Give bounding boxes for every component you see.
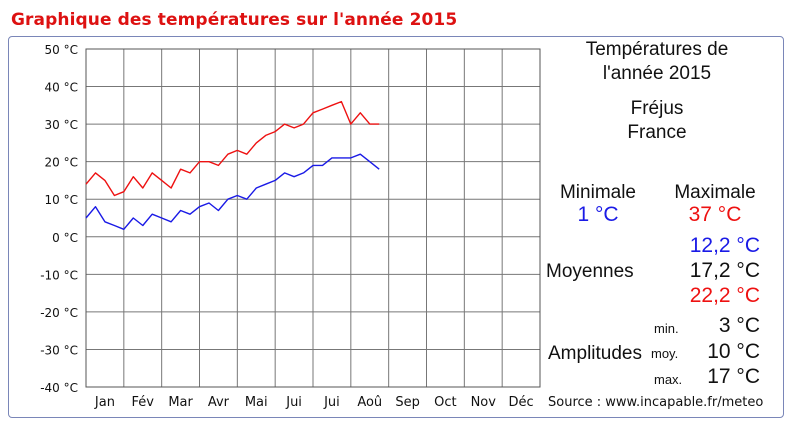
chart-title: Graphique des températures sur l'année 2… — [11, 10, 458, 30]
x-axis-ticks: Jan Fév Mar Avr Mai Jui Jui Aoû Sep Oct Nov Déc — [94, 395, 534, 410]
x-tick-label: Aoû — [357, 395, 382, 410]
amplitude-min-value: 3 °C — [718, 314, 760, 337]
source-credit: Source : www.incapable.fr/meteo — [548, 395, 764, 410]
minimale-label: Minimale — [559, 182, 637, 203]
summary-heading-line2: l'année 2015 — [602, 63, 712, 84]
amplitude-moy-label: moy. — [651, 346, 679, 361]
y-tick-label: 30 °C — [45, 118, 78, 132]
y-tick-label: 10 °C — [45, 193, 78, 207]
y-tick-label: -10 °C — [40, 268, 78, 282]
amplitude-max-label: max. — [654, 372, 683, 387]
x-tick-label: Oct — [434, 395, 456, 410]
x-tick-label: Jan — [94, 395, 115, 410]
amplitude-min-label: min. — [654, 321, 679, 336]
summary-city: Fréjus — [630, 98, 684, 119]
maximale-value: 37 °C — [688, 203, 742, 226]
summary-country: France — [627, 122, 687, 143]
x-tick-label: Fév — [132, 395, 155, 410]
amplitude-moy-value: 10 °C — [707, 340, 760, 363]
y-tick-label: 20 °C — [45, 156, 78, 170]
x-tick-label: Nov — [471, 395, 497, 410]
x-tick-label: Mai — [245, 395, 268, 410]
x-tick-label: Jui — [323, 395, 340, 410]
moyenne-max-value: 22,2 °C — [689, 284, 760, 307]
chart-series — [85, 100, 380, 231]
chart-grid — [85, 48, 541, 388]
y-tick-label: 0 °C — [52, 231, 78, 245]
moyennes-label: Moyennes — [546, 261, 634, 282]
y-tick-label: 40 °C — [45, 81, 78, 95]
x-tick-label: Jui — [285, 395, 302, 410]
minimale-value: 1 °C — [577, 203, 619, 226]
x-tick-label: Mar — [168, 395, 193, 410]
maximale-label: Maximale — [674, 182, 756, 203]
amplitudes-label: Amplitudes — [548, 343, 642, 364]
series-line-minimum — [85, 153, 380, 231]
x-tick-label: Déc — [509, 395, 534, 410]
series-line-maximum — [85, 100, 380, 197]
y-axis-ticks: 50 °C 40 °C 30 °C 20 °C 10 °C 0 °C -10 °C -20 °… — [40, 43, 78, 395]
summary-heading-line1: Températures de — [585, 39, 729, 60]
y-tick-label: -20 °C — [40, 306, 78, 320]
y-tick-label: 50 °C — [45, 43, 78, 57]
y-tick-label: -40 °C — [40, 381, 78, 395]
x-tick-label: Avr — [208, 395, 230, 410]
moyenne-moy-value: 17,2 °C — [689, 259, 760, 282]
amplitude-max-value: 17 °C — [707, 365, 760, 388]
x-tick-label: Sep — [395, 395, 420, 410]
y-tick-label: -30 °C — [40, 343, 78, 357]
moyenne-min-value: 12,2 °C — [689, 234, 760, 257]
